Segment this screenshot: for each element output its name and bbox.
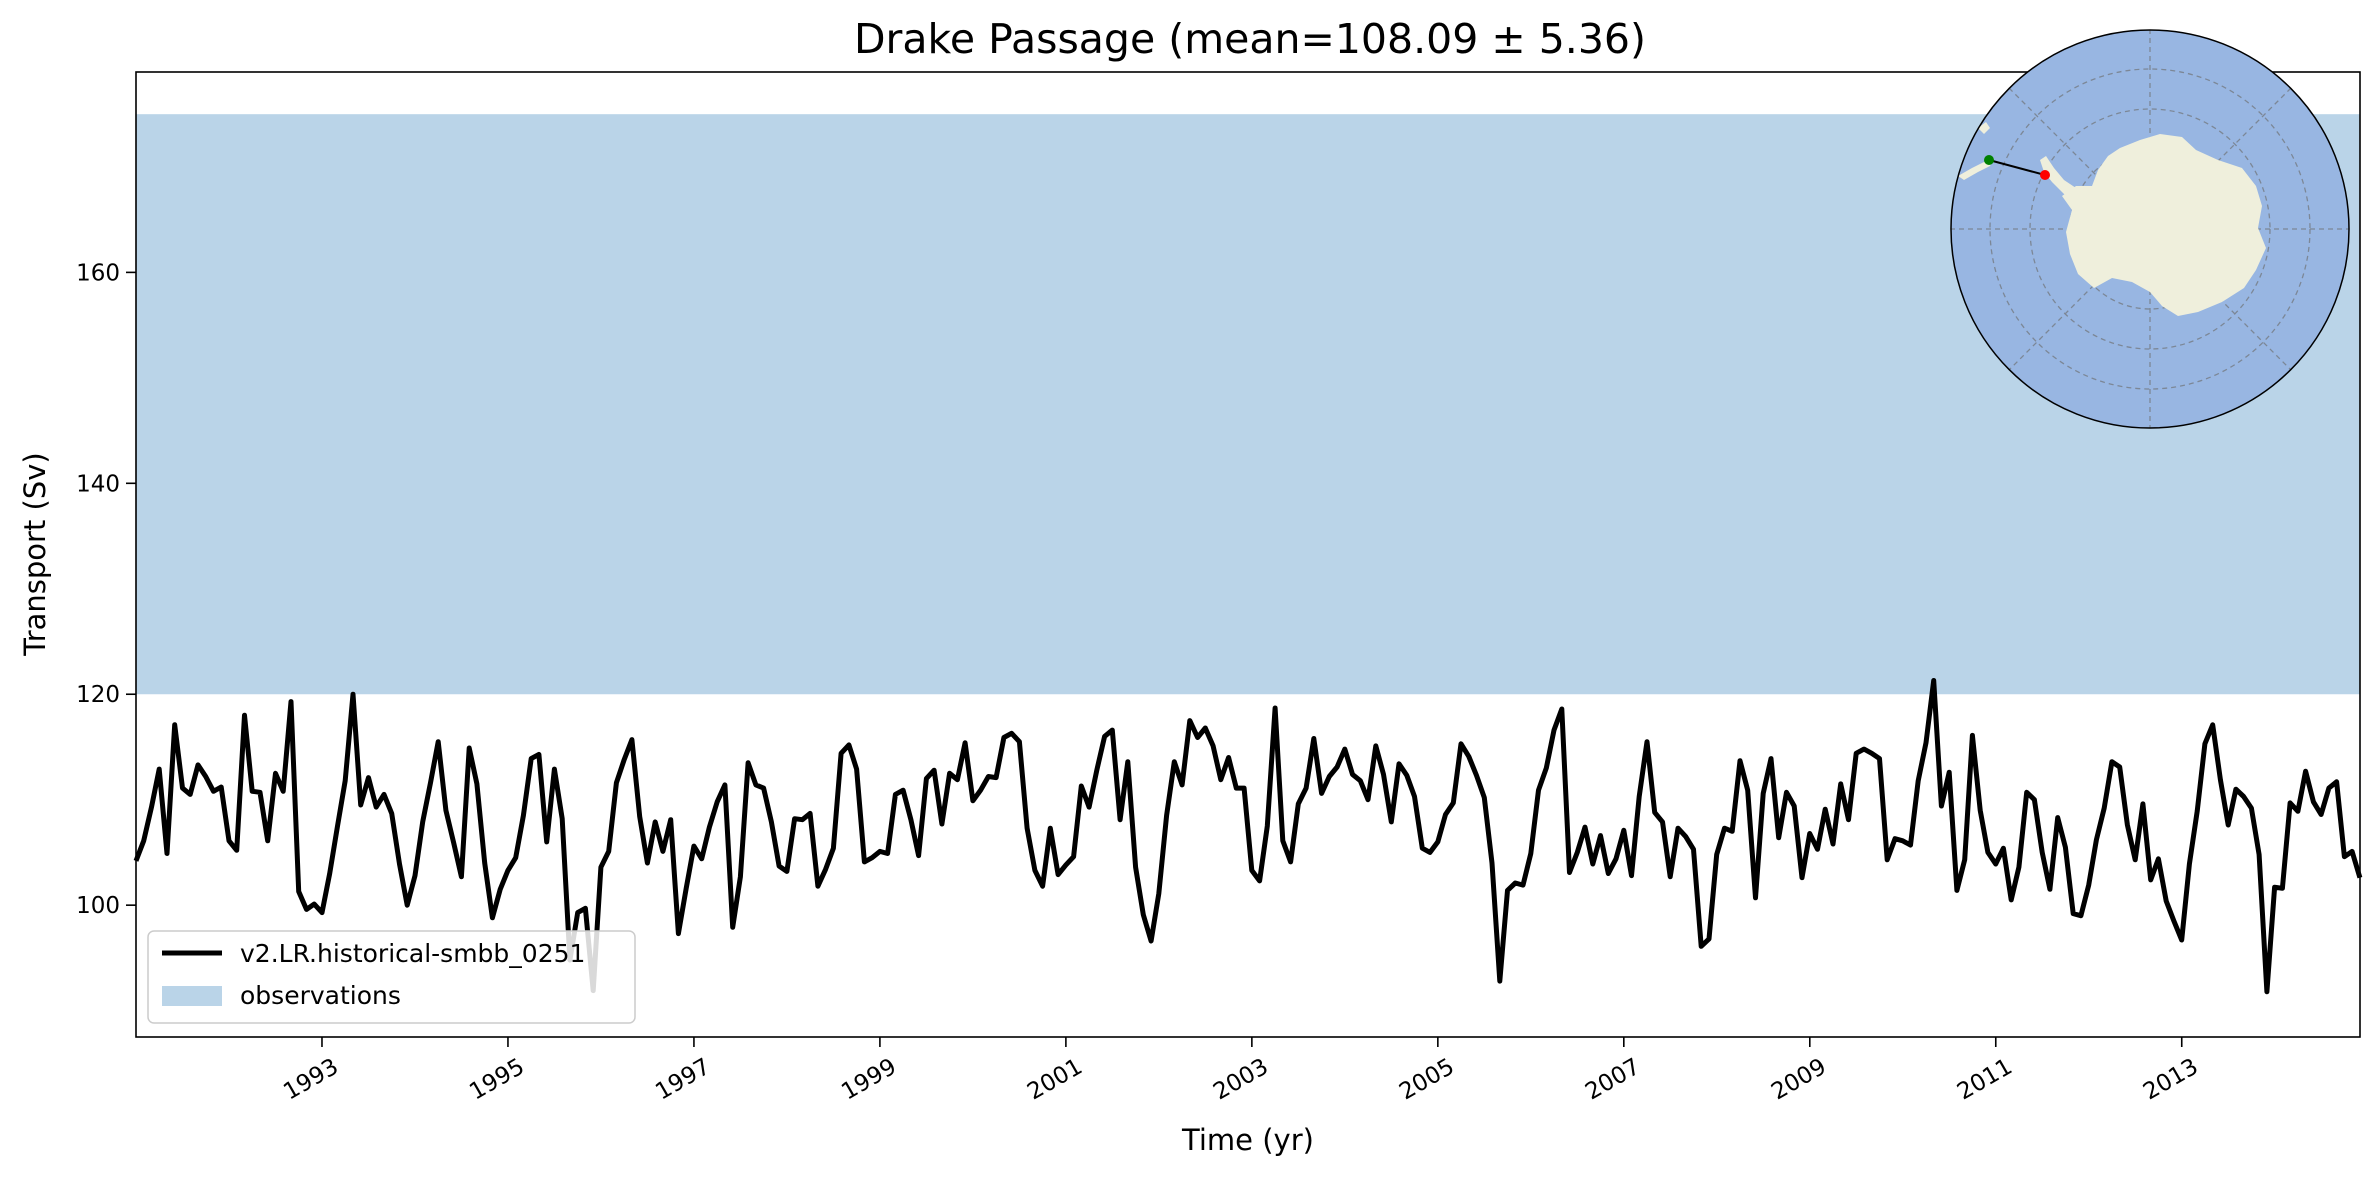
x-tick-label: 1999: [837, 1054, 901, 1106]
inset-map: [1950, 29, 2350, 429]
plot-frame: [135, 71, 2361, 1038]
legend-box: [147, 930, 636, 1024]
x-tick-label: 1995: [465, 1054, 529, 1106]
inset-south-america-tip: [1958, 158, 1994, 180]
legend-label-observations: observations: [240, 981, 401, 1010]
x-tick-label: 2001: [1023, 1054, 1087, 1106]
x-tick-label: 2007: [1581, 1054, 1645, 1106]
inset-antarctic-peninsula: [2040, 156, 2076, 196]
x-tick-label: 1997: [651, 1054, 715, 1106]
inset-transect-end-point: [2040, 170, 2050, 180]
x-tick-label: 1993: [279, 1054, 343, 1106]
y-axis-ticks: 100 120 140 160: [76, 260, 136, 919]
y-axis-label: Transport (Sv): [18, 452, 52, 657]
y-tick-label: 160: [76, 260, 120, 286]
inset-map-border: [1950, 29, 2350, 429]
legend-label-series: v2.LR.historical-smbb_0251: [240, 939, 585, 968]
chart-title: Drake Passage (mean=108.09 ± 5.36): [854, 15, 1646, 63]
inset-transect-line: [1988, 159, 2046, 176]
x-tick-label: 2013: [2139, 1054, 2203, 1106]
x-tick-label: 2005: [1395, 1054, 1459, 1106]
y-tick-label: 100: [76, 893, 120, 919]
x-tick-label: 2009: [1767, 1054, 1831, 1106]
x-axis-label: Time (yr): [1181, 1123, 1314, 1157]
y-tick-label: 120: [76, 682, 120, 708]
legend: v2.LR.historical-smbb_0251 observations: [147, 930, 636, 1024]
y-tick-label: 140: [76, 471, 120, 497]
x-tick-label: 2011: [1953, 1054, 2017, 1106]
inset-antarctica-land: [2062, 134, 2266, 316]
x-axis-ticks: 1993 1995 1997 1999 2001 2003 2005 2007 2009 2011…: [279, 1037, 2203, 1106]
x-tick-label: 2003: [1209, 1054, 1273, 1106]
legend-band-swatch: [162, 986, 222, 1006]
series-line-v2-lr-historical-smbb-0251: [133, 678, 2363, 995]
inset-south-america-tip-2: [1978, 122, 1990, 134]
inset-transect-start-point: [1984, 155, 1994, 165]
